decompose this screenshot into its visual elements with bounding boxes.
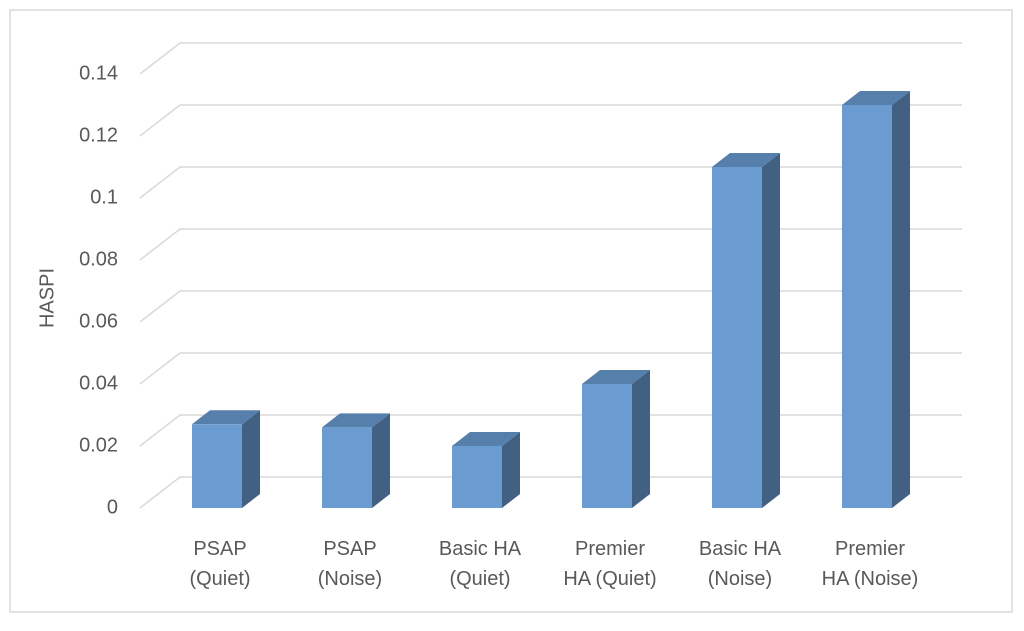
bar-top	[452, 432, 520, 446]
bar	[192, 424, 242, 508]
y-tick-label: 0.08	[79, 248, 118, 270]
bar-top	[712, 153, 780, 167]
bar	[582, 384, 632, 508]
grid-line	[139, 104, 962, 137]
y-tick-label: 0.02	[79, 434, 118, 456]
bar	[842, 105, 892, 508]
y-axis-label: HASPI	[36, 268, 58, 328]
grid-line	[139, 228, 962, 261]
grid-line	[139, 352, 962, 385]
y-tick-label: 0.12	[79, 124, 118, 146]
bar-side	[762, 153, 780, 508]
x-tick-label: Premier HA (Noise)	[822, 538, 919, 590]
y-tick-label: 0.14	[79, 62, 118, 84]
bar-top	[322, 413, 390, 428]
bar	[322, 427, 372, 508]
bar-side	[632, 370, 650, 508]
grid-line	[139, 290, 962, 323]
bar-top	[582, 370, 650, 384]
bar-side	[242, 410, 260, 508]
y-tick-label: 0.06	[79, 310, 118, 332]
grid-line	[139, 414, 962, 447]
x-tick-label: Premier HA (Quiet)	[563, 538, 656, 590]
bar-top	[842, 91, 910, 105]
grid-line	[139, 42, 962, 75]
bar-side	[372, 413, 390, 508]
x-tick-label: Basic HA (Noise)	[699, 538, 782, 590]
y-tick-label: 0.1	[90, 186, 118, 208]
x-tick-label: Basic HA (Quiet)	[439, 538, 522, 590]
x-tick-label: PSAP (Quiet)	[189, 538, 250, 590]
grid-line	[139, 476, 962, 509]
bar	[712, 167, 762, 508]
grid-line	[139, 166, 962, 199]
bar-side	[502, 432, 520, 508]
bar-side	[892, 91, 910, 508]
bar	[452, 446, 502, 508]
y-tick-label: 0.04	[79, 372, 118, 394]
bar-top	[192, 410, 260, 425]
y-tick-label: 0	[107, 496, 118, 518]
x-tick-label: PSAP (Noise)	[318, 538, 382, 590]
